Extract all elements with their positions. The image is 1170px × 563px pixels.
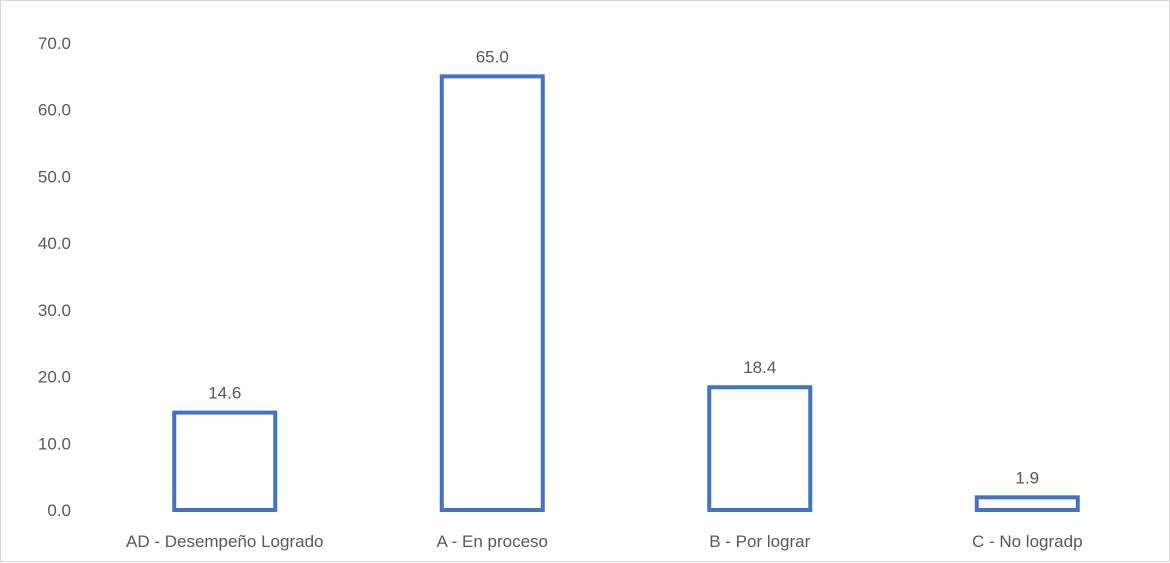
data-label: 65.0	[476, 47, 509, 66]
category-label: A - En proceso	[436, 532, 548, 551]
data-label: 18.4	[743, 358, 776, 377]
bar	[707, 385, 813, 513]
y-tick-label: 40.0	[38, 234, 71, 253]
bars	[172, 74, 1080, 513]
y-axis: 0.0 10.0 20.0 30.0 40.0 50.0 60.0 70.0	[38, 34, 71, 520]
y-tick-label: 0.0	[47, 501, 71, 520]
y-tick-label: 30.0	[38, 301, 71, 320]
y-tick-label: 50.0	[38, 167, 71, 186]
category-label: AD - Desempeño Logrado	[126, 532, 324, 551]
y-tick-label: 60.0	[38, 101, 71, 120]
y-tick-label: 10.0	[38, 434, 71, 453]
bar	[974, 495, 1080, 512]
y-tick-label: 70.0	[38, 34, 71, 53]
data-label: 1.9	[1015, 468, 1039, 487]
bar	[172, 410, 278, 512]
category-label: C - No logradp	[972, 532, 1083, 551]
category-label: B - Por lograr	[709, 532, 810, 551]
y-tick-label: 20.0	[38, 368, 71, 387]
data-labels: 14.6 65.0 18.4 1.9	[208, 47, 1039, 487]
bar	[439, 74, 545, 512]
x-axis: AD - Desempeño Logrado A - En proceso B - …	[126, 532, 1083, 551]
data-label: 14.6	[208, 384, 241, 403]
